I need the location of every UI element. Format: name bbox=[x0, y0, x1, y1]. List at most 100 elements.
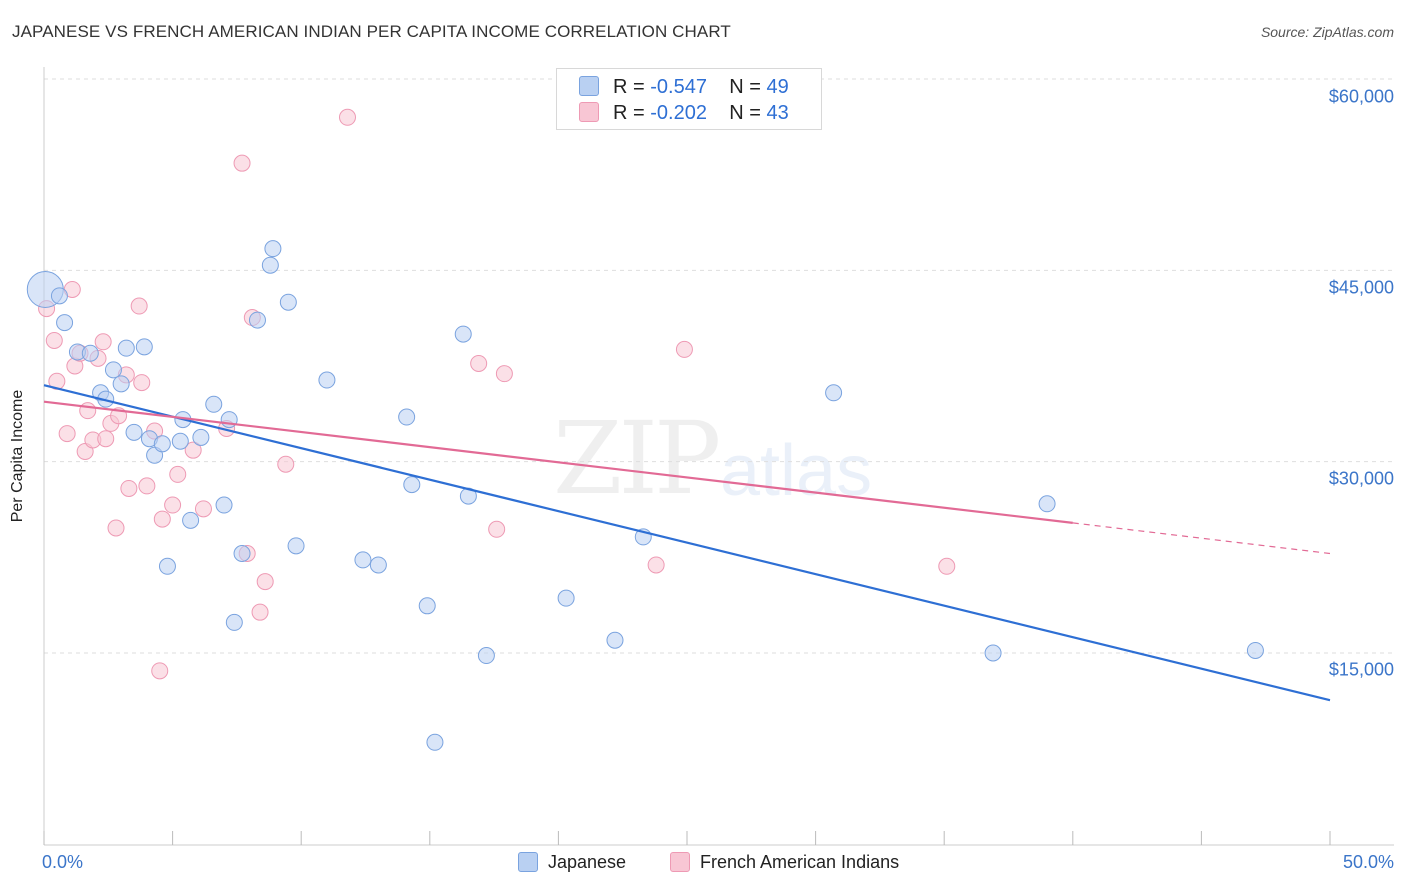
legend-row-french: R = -0.202 N = 43 bbox=[579, 102, 789, 126]
french-point bbox=[675, 340, 693, 358]
japanese-point bbox=[454, 325, 472, 343]
japanese-point bbox=[125, 423, 143, 441]
french-point bbox=[251, 603, 269, 621]
japanese-point bbox=[1246, 641, 1264, 659]
y-tick-label: $45,000 bbox=[1328, 277, 1394, 298]
r-value: -0.547 bbox=[650, 76, 707, 98]
french-point bbox=[120, 479, 138, 497]
french-point bbox=[488, 520, 506, 538]
japanese-point bbox=[225, 613, 243, 631]
chart-title: JAPANESE VS FRENCH AMERICAN INDIAN PER C… bbox=[12, 22, 731, 41]
french-swatch bbox=[670, 852, 690, 872]
japanese-point bbox=[153, 435, 171, 453]
legend-row-japanese: R = -0.547 N = 49 bbox=[579, 76, 789, 100]
r-label: R = bbox=[613, 76, 645, 98]
japanese-points bbox=[26, 240, 1264, 751]
y-tick-label: $30,000 bbox=[1328, 468, 1394, 489]
french-point bbox=[938, 557, 956, 575]
french-point bbox=[495, 365, 513, 383]
japanese-point bbox=[398, 408, 416, 426]
french-point bbox=[153, 510, 171, 528]
n-value: 43 bbox=[766, 102, 789, 124]
japanese-point bbox=[354, 551, 372, 569]
r-label: R = bbox=[613, 102, 645, 124]
x-tick-label-max: 50.0% bbox=[1342, 852, 1394, 872]
legend-french: French American Indians bbox=[670, 852, 899, 873]
french-point bbox=[647, 556, 665, 574]
legend-french-label: French American Indians bbox=[700, 852, 900, 872]
french-trend-line bbox=[43, 400, 1073, 524]
legend-japanese-label: Japanese bbox=[548, 852, 627, 872]
japanese-point bbox=[1038, 495, 1056, 513]
n-value: 49 bbox=[766, 76, 789, 98]
french-trend-extension bbox=[1072, 522, 1331, 555]
japanese-point bbox=[81, 344, 99, 362]
n-label: N = bbox=[729, 102, 761, 124]
y-axis-label: Per Capita Income bbox=[9, 389, 26, 523]
french-point bbox=[133, 374, 151, 392]
japanese-point bbox=[171, 432, 189, 450]
french-point bbox=[169, 465, 187, 483]
french-point bbox=[130, 297, 148, 315]
japanese-point bbox=[233, 545, 251, 563]
japanese-point bbox=[426, 733, 444, 751]
japanese-point bbox=[158, 557, 176, 575]
y-tick-label: $15,000 bbox=[1328, 659, 1394, 680]
japanese-point bbox=[264, 240, 282, 258]
correlation-legend: R = -0.547 N = 49 R = -0.202 N = 43 bbox=[556, 68, 822, 130]
y-tick-label: $60,000 bbox=[1328, 86, 1394, 107]
n-label: N = bbox=[729, 76, 761, 98]
japanese-point bbox=[418, 597, 436, 615]
trend-lines bbox=[43, 384, 1331, 702]
french-point bbox=[470, 354, 488, 372]
french-point bbox=[97, 430, 115, 448]
x-tick-label-min: 0.0% bbox=[42, 852, 84, 872]
french-swatch bbox=[579, 102, 599, 122]
french-point bbox=[277, 455, 295, 473]
french-point bbox=[94, 333, 112, 351]
japanese-point bbox=[104, 361, 122, 379]
japanese-point bbox=[477, 647, 495, 665]
japanese-trend-line bbox=[43, 384, 1331, 702]
japanese-point bbox=[135, 338, 153, 356]
french-point bbox=[164, 496, 182, 514]
japanese-point bbox=[182, 511, 200, 529]
japanese-swatch bbox=[518, 852, 538, 872]
french-point bbox=[184, 441, 202, 459]
japanese-point bbox=[557, 589, 575, 607]
japanese-point bbox=[287, 537, 305, 555]
french-point bbox=[107, 519, 125, 537]
french-point bbox=[151, 662, 169, 680]
french-point bbox=[233, 154, 251, 172]
french-point bbox=[58, 425, 76, 443]
japanese-point bbox=[279, 293, 297, 311]
japanese-point bbox=[261, 256, 279, 274]
japanese-point bbox=[248, 311, 266, 329]
japanese-point bbox=[215, 496, 233, 514]
japanese-point bbox=[984, 644, 1002, 662]
japanese-point bbox=[606, 631, 624, 649]
french-points bbox=[38, 108, 956, 680]
japanese-swatch bbox=[579, 76, 599, 96]
japanese-point bbox=[112, 375, 130, 393]
japanese-point bbox=[56, 314, 74, 332]
french-point bbox=[79, 402, 97, 420]
japanese-point bbox=[825, 384, 843, 402]
source-label: Source: ZipAtlas.com bbox=[1260, 24, 1394, 40]
axes bbox=[43, 67, 1394, 846]
french-point bbox=[138, 477, 156, 495]
japanese-point bbox=[318, 371, 336, 389]
japanese-point bbox=[369, 556, 387, 574]
french-point bbox=[45, 331, 63, 349]
watermark-atlas: atlas bbox=[720, 431, 873, 511]
japanese-point bbox=[205, 395, 223, 413]
watermark-zip: ZIP bbox=[553, 400, 721, 517]
french-point bbox=[256, 573, 274, 591]
japanese-point bbox=[50, 287, 68, 305]
french-point bbox=[194, 500, 212, 518]
french-point bbox=[338, 108, 356, 126]
legend-japanese: Japanese bbox=[518, 852, 626, 873]
japanese-point bbox=[117, 339, 135, 357]
r-value: -0.202 bbox=[650, 102, 707, 124]
